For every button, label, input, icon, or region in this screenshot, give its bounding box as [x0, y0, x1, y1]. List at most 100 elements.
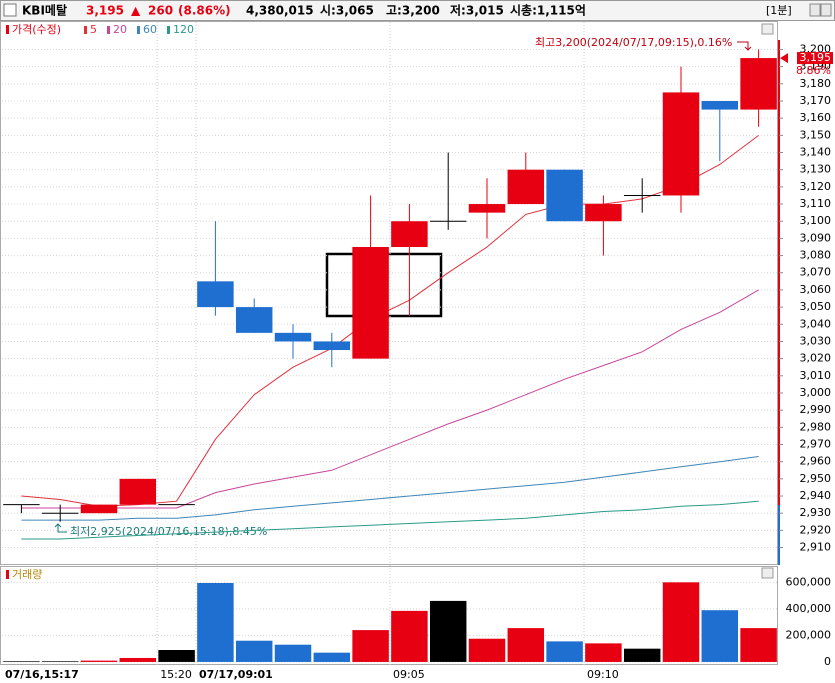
button[interactable]	[820, 3, 832, 17]
volume-bar	[623, 648, 661, 662]
x-tick-label: 09:05	[393, 668, 425, 681]
legend-label: 20	[113, 23, 127, 36]
volume-bar	[158, 650, 195, 662]
stock-name: KBI메탈	[22, 3, 67, 18]
open: 시:3,065	[320, 4, 374, 18]
volume-panel	[0, 566, 778, 665]
y-tick-label: 3,070	[800, 266, 832, 279]
legend-swatch	[107, 26, 110, 34]
x-tick-label: 15:20	[160, 668, 192, 681]
volume-title: 거래량	[12, 568, 42, 581]
volume-bar	[585, 643, 622, 662]
legend-swatch	[84, 26, 87, 34]
volume-bar	[274, 644, 312, 662]
legend-swatch	[6, 25, 9, 34]
x-tick-label: 07/16,15:17	[5, 668, 79, 681]
panel-button[interactable]	[761, 23, 774, 35]
price-panel	[0, 21, 778, 565]
y-tick-label: 3,080	[800, 249, 832, 262]
y-tick-label: 2,930	[800, 506, 832, 519]
legend-title: 가격(수정)	[12, 23, 61, 36]
annotation-arrow	[54, 523, 67, 533]
low-annotation: 최저2,925(2024/07/16,15:18),8.45%	[70, 525, 267, 538]
y-tick-label: 2,910	[800, 541, 832, 554]
candle-body	[662, 92, 700, 196]
price: 3,195	[86, 4, 124, 18]
panel-button[interactable]	[761, 567, 774, 579]
high-annotation: 최고3,200(2024/07/17,09:15),0.16%	[535, 36, 732, 49]
candle-body	[468, 204, 506, 213]
price-label: 3,195	[800, 51, 832, 64]
candle-body	[740, 58, 777, 110]
candle-body	[507, 169, 545, 205]
y-tick-label: 3,000	[800, 386, 832, 399]
y-tick-label: 3,120	[800, 180, 832, 193]
volume-bar	[119, 657, 157, 662]
y-tick-label: 3,160	[800, 111, 832, 124]
volume-bar	[80, 660, 118, 662]
y-tick-label: 200,000	[786, 628, 832, 641]
y-tick-label: 0	[824, 655, 831, 668]
y-tick-label: 3,040	[800, 317, 832, 330]
y-tick-label: 2,950	[800, 472, 832, 485]
volume-bar	[235, 640, 273, 662]
volume-bar	[740, 628, 777, 662]
change-pct: (8.86%)	[178, 4, 231, 18]
y-tick-label: 3,130	[800, 163, 832, 176]
moving-average-line	[21, 500, 759, 540]
candle-body	[701, 101, 739, 110]
y-tick-label: 3,100	[800, 214, 832, 227]
y-tick-label: 3,090	[800, 231, 832, 244]
candle-body	[352, 246, 389, 359]
market-cap: 시총:1,115억	[510, 3, 586, 18]
y-tick-label: 3,180	[800, 77, 832, 90]
legend-label: 60	[143, 23, 157, 36]
change-arrow: ▲	[131, 4, 141, 18]
y-tick-label: 2,940	[800, 489, 832, 502]
candle-body	[585, 204, 622, 222]
legend-label: 5	[90, 23, 97, 36]
y-tick-label: 3,010	[800, 369, 832, 382]
header-icon	[3, 3, 17, 17]
moving-average-line	[21, 289, 759, 509]
y-tick-label: 3,140	[800, 146, 832, 159]
volume-bar	[701, 610, 739, 662]
interval[interactable]: [1분]	[766, 4, 792, 17]
volume-bar	[468, 638, 506, 662]
volume-bar	[352, 630, 389, 662]
volume-bar	[429, 600, 467, 662]
volume-bar	[507, 628, 545, 662]
y-tick-label: 400,000	[786, 602, 832, 615]
volume-bar	[197, 582, 234, 662]
candle-body	[119, 478, 157, 505]
change-label: 8.86%	[796, 64, 831, 77]
volume-bar	[41, 661, 79, 662]
candle-body	[391, 221, 428, 247]
y-tick-label: 3,110	[800, 197, 832, 210]
y-tick-label: 2,980	[800, 420, 832, 433]
candle-body	[197, 281, 234, 308]
volume-bar	[662, 582, 700, 662]
legend-swatch	[137, 26, 140, 34]
y-tick-label: 3,050	[800, 300, 832, 313]
price-label-bg	[797, 52, 833, 65]
y-tick-label: 2,960	[800, 455, 832, 468]
low: 저:3,015	[450, 3, 504, 18]
candle-body	[235, 307, 273, 333]
y-tick-label: 3,020	[800, 352, 832, 365]
price-marker	[780, 53, 788, 64]
y-tick-label: 3,170	[800, 94, 832, 107]
y-tick-label: 600,000	[786, 575, 832, 588]
y-tick-label: 2,990	[800, 403, 832, 416]
candle-body	[546, 169, 583, 222]
legend-swatch	[6, 570, 9, 579]
y-tick-label: 3,030	[800, 334, 832, 347]
volume-bar	[313, 652, 351, 662]
candle-body	[80, 504, 118, 514]
candle-body	[274, 332, 312, 342]
y-tick-label: 3,150	[800, 128, 832, 141]
y-tick-label: 2,970	[800, 437, 832, 450]
button[interactable]	[809, 3, 821, 17]
candle-body	[313, 341, 351, 351]
